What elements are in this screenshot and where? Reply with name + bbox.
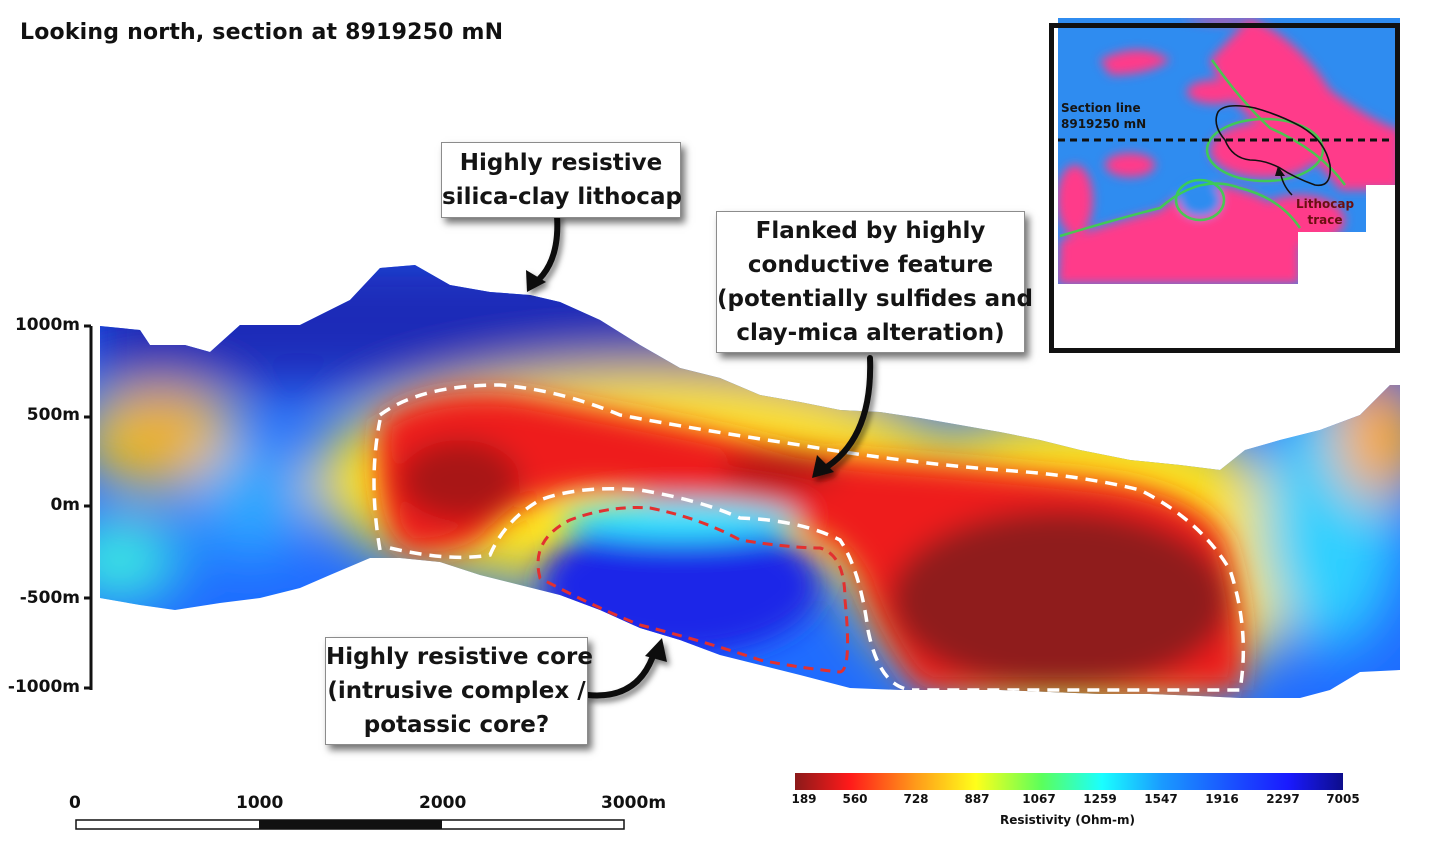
colorbar bbox=[795, 773, 1343, 790]
scale-label-0: 0 bbox=[69, 793, 81, 813]
scale-label-2000: 2000 bbox=[419, 793, 467, 813]
scale-label-3000m: 3000m bbox=[601, 793, 667, 813]
callout-arrows bbox=[526, 213, 874, 699]
section-title: Looking north, section at 8919250 mN bbox=[20, 20, 504, 45]
inset-section-label-line-2: 8919250 mN bbox=[1061, 117, 1147, 131]
colorbar-tick-560: 560 bbox=[842, 792, 868, 806]
colorbar-tick-1547: 1547 bbox=[1144, 792, 1178, 806]
depth-axis bbox=[84, 324, 93, 690]
callout-core: Highly resistive core (intrusive complex… bbox=[325, 637, 593, 745]
inset-map bbox=[1049, 18, 1400, 353]
callout-conductive-line-3: (potentially sulfides and bbox=[717, 286, 1034, 312]
callout-conductive-line-4: clay-mica alteration) bbox=[736, 320, 1005, 346]
depth-label-0: 0m bbox=[50, 495, 80, 515]
callout-core-line-3: potassic core? bbox=[363, 712, 550, 738]
depth-label-minus-500: -500m bbox=[19, 588, 80, 608]
colorbar-tick-7005: 7005 bbox=[1326, 792, 1360, 806]
inset-section-label-line-1: Section line bbox=[1061, 101, 1141, 115]
callout-lithocap-line-2: silica-clay lithocap bbox=[442, 184, 682, 210]
colorbar-tick-1259: 1259 bbox=[1083, 792, 1117, 806]
inset-trace-label-line-2: trace bbox=[1307, 213, 1343, 227]
callout-conductive: Flanked by highly conductive feature (po… bbox=[716, 211, 1034, 353]
colorbar-tick-2297: 2297 bbox=[1266, 792, 1300, 806]
colorbar-title: Resistivity (Ohm-m) bbox=[1000, 813, 1135, 827]
inset-trace-label: Lithocap trace bbox=[1296, 196, 1354, 228]
colorbar-tick-1916: 1916 bbox=[1205, 792, 1239, 806]
inset-trace-label-line-1: Lithocap bbox=[1296, 197, 1355, 211]
scale-label-1000: 1000 bbox=[236, 793, 284, 813]
colorbar-tick-728: 728 bbox=[903, 792, 929, 806]
callout-core-line-2: (intrusive complex / bbox=[327, 678, 586, 704]
callout-lithocap-line-1: Highly resistive bbox=[459, 150, 663, 176]
depth-label-500: 500m bbox=[26, 405, 80, 425]
callout-conductive-line-1: Flanked by highly bbox=[755, 218, 986, 244]
colorbar-tick-1067: 1067 bbox=[1022, 792, 1056, 806]
callout-conductive-line-2: conductive feature bbox=[747, 252, 994, 278]
colorbar-tick-189: 189 bbox=[791, 792, 817, 806]
callout-lithocap: Highly resistive silica-clay lithocap bbox=[441, 142, 682, 218]
depth-label-1000: 1000m bbox=[14, 315, 80, 335]
callout-core-line-1: Highly resistive core bbox=[326, 644, 593, 670]
inset-section-label: Section line 8919250 mN bbox=[1061, 100, 1146, 132]
scale-bar bbox=[75, 819, 625, 830]
depth-label-minus-1000: -1000m bbox=[7, 677, 80, 697]
colorbar-tick-887: 887 bbox=[964, 792, 990, 806]
